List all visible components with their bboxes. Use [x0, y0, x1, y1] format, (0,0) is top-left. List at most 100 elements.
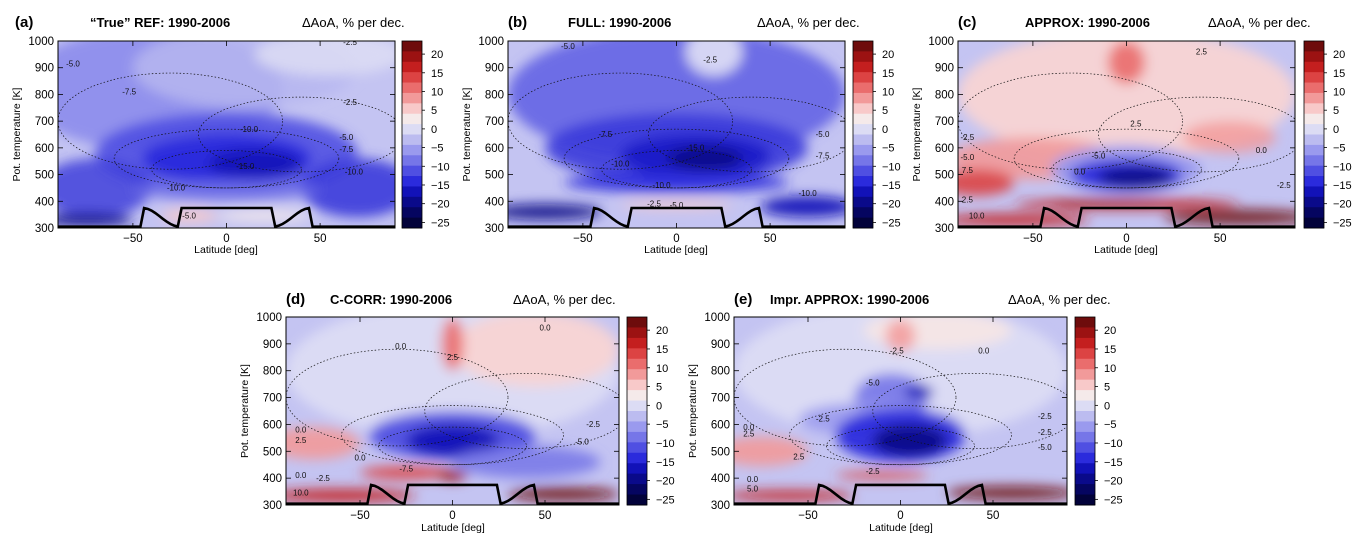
- contour-label: -2.5: [1038, 412, 1052, 421]
- field-blobs: [508, 41, 845, 220]
- colorbar-tick-label: −15: [656, 457, 675, 469]
- contour-label: 2.5: [295, 436, 307, 445]
- contour-line: [341, 405, 564, 466]
- colorbar-segment: [1304, 124, 1324, 135]
- contour-line: [508, 72, 733, 170]
- x-tick-label: 0: [449, 510, 455, 522]
- y-tick-label: 900: [35, 63, 54, 75]
- field-blob: [58, 158, 152, 218]
- contour-label: -2.5: [343, 38, 357, 47]
- colorbar-tick-label: 15: [431, 68, 443, 80]
- colorbar-tick-label: 10: [882, 86, 894, 98]
- x-tick-label: −50: [123, 233, 143, 245]
- colorbar-segment: [1075, 442, 1095, 454]
- colorbar-segment: [1075, 337, 1095, 349]
- colorbar-segment: [1075, 484, 1095, 496]
- field-blob: [946, 486, 1067, 500]
- colorbar-segment: [402, 124, 422, 135]
- x-tick-label: −50: [1023, 233, 1043, 245]
- contour-label: 10.0: [293, 489, 309, 498]
- y-tick-label: 500: [935, 170, 954, 182]
- contour-field: -2.5 0.0-5.0-2.5 -2.5-2.5-5.00.02.52.5-2.5…: [734, 317, 1067, 505]
- colorbar-segment: [627, 337, 647, 349]
- colorbar-tick-label: 5: [656, 382, 662, 394]
- colorbar-segment: [1075, 317, 1095, 328]
- colorbar-segment: [853, 144, 873, 156]
- contour-line: [789, 405, 1012, 466]
- colorbar-segment: [402, 196, 422, 208]
- contour-label: 0.0: [1256, 146, 1268, 155]
- colorbar-segment: [402, 207, 422, 219]
- field-blob: [254, 41, 395, 76]
- colorbar-tick-label: 5: [431, 105, 437, 117]
- contour-label: -2.5: [1038, 428, 1052, 437]
- field-blob: [835, 471, 929, 480]
- y-tick-label: 300: [711, 500, 730, 512]
- colorbar-segment: [627, 452, 647, 464]
- panel-a: -5.0 -7.5 -2.5 -2.5 -10.0 -5.0 -7.5 -10.0 -15.0 -…: [11, 14, 450, 256]
- panel-title: C-CORR: 1990-2006: [330, 292, 452, 307]
- colorbar-tick-label: −5: [656, 419, 669, 431]
- contour-label: -5.0: [575, 438, 589, 447]
- contour-label: -2.5: [316, 474, 330, 483]
- x-axis-label: Latitude [deg]: [194, 244, 258, 256]
- colorbar-tick-label: −20: [882, 199, 901, 211]
- colorbar-tick-label: −25: [1333, 217, 1352, 229]
- tropopause-line: [958, 206, 1295, 228]
- colorbar-segment: [627, 327, 647, 339]
- colorbar-tick-label: −15: [1333, 180, 1352, 192]
- colorbar-segment: [627, 358, 647, 370]
- y-tick-label: 600: [35, 143, 54, 155]
- y-tick-label: 900: [485, 63, 504, 75]
- colorbar-frame: [852, 40, 874, 229]
- colorbar-tick-label: 20: [431, 49, 443, 61]
- y-axis-label: Pot. temperature [K]: [911, 87, 923, 181]
- panel-title: APPROX: 1990-2006: [1025, 15, 1150, 30]
- colorbar-tick-label: −10: [431, 161, 450, 173]
- contour-label: 0.0: [747, 475, 759, 484]
- contour-label: -2.5: [866, 467, 880, 476]
- x-tick-label: 50: [314, 233, 327, 245]
- colorbar-segment: [853, 207, 873, 219]
- contour-label: -5.0: [1092, 152, 1106, 161]
- colorbar-segment: [402, 217, 422, 229]
- field-blob: [734, 436, 808, 467]
- contour-label: -2.5: [960, 133, 974, 142]
- colorbar-segment: [402, 113, 422, 125]
- colorbar-segment: [853, 82, 873, 94]
- contour-label: 2.5: [743, 430, 755, 439]
- field-blob: [160, 209, 218, 223]
- panel-e: -2.5 0.0-5.0-2.5 -2.5-2.5-5.00.02.52.5-2.5…: [687, 291, 1123, 534]
- colorbar-tick-label: −15: [882, 180, 901, 192]
- x-tick-label: 0: [673, 233, 679, 245]
- x-axis-label: Latitude [deg]: [1094, 244, 1158, 256]
- contour-label: 0.0: [295, 425, 307, 434]
- field-blob: [1051, 199, 1164, 206]
- colorbar-tick-label: 15: [1333, 68, 1345, 80]
- contour-label: -2.5: [703, 55, 717, 64]
- y-axis-label: Pot. temperature [K]: [687, 364, 699, 458]
- panel-title: FULL: 1990-2006: [568, 15, 671, 30]
- colorbar-segment: [627, 369, 647, 381]
- y-tick-label: 600: [485, 143, 504, 155]
- tropopause-line: [508, 206, 845, 228]
- contour-label: -5.0: [816, 130, 830, 139]
- colorbar-tick-label: −10: [656, 438, 675, 450]
- colorbar-tick-label: −10: [1104, 438, 1123, 450]
- field-blob: [685, 41, 743, 76]
- colorbar-segment: [402, 134, 422, 146]
- contour-label: 0.0: [978, 346, 990, 355]
- y-tick-label: 600: [711, 419, 730, 431]
- colorbar-title: ΔAoA, % per dec.: [1008, 292, 1111, 307]
- y-tick-label: 900: [263, 339, 282, 351]
- colorbar-title: ΔAoA, % per dec.: [302, 15, 405, 30]
- panel-b: -5.0 -2.5 -7.5 -5.0 -7.5 -10.0 -15.0 -10.0 -10.0…: [461, 14, 901, 256]
- y-tick-label: 500: [711, 446, 730, 458]
- colorbar-segment: [1304, 155, 1324, 167]
- colorbar-segment: [853, 165, 873, 177]
- contour-field: 0.0 0.0 2.5 0.0 2.5 -2.5 -5.0 0.0 -7.5 0.0 -2.5 10.…: [286, 317, 619, 505]
- contour-label: 0.0: [1074, 168, 1086, 177]
- colorbar-segment: [402, 72, 422, 84]
- y-tick-label: 500: [35, 170, 54, 182]
- colorbar-segment: [853, 124, 873, 135]
